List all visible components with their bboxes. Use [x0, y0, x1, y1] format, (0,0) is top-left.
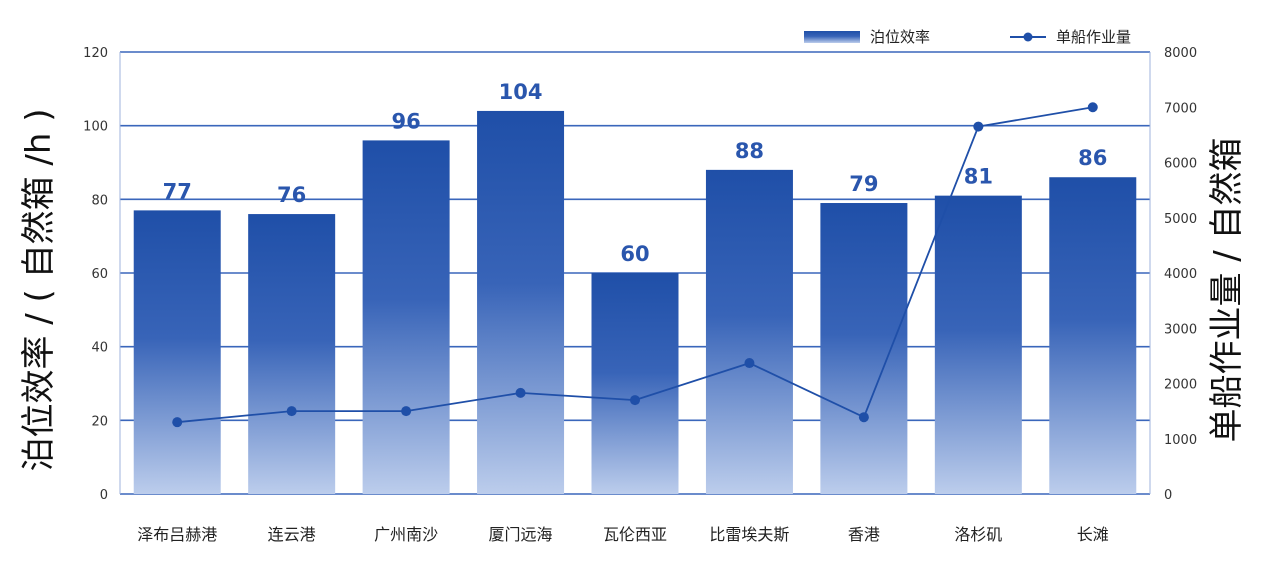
line-point	[286, 406, 297, 417]
bar-series	[133, 110, 1137, 495]
left-tick-label: 120	[83, 46, 108, 61]
left-tick-label: 40	[91, 341, 108, 356]
right-tick-label: 7000	[1164, 101, 1197, 116]
left-axis-label: 泊位效率 / ( 自然箱 /h )	[19, 108, 59, 471]
category-label: 广州南沙	[374, 525, 438, 544]
legend: 泊位效率 单船作业量	[804, 28, 1131, 46]
right-axis-ticks: 0 1000 2000 3000 4000 5000 6000 7000 8000	[1164, 46, 1197, 503]
right-tick-label: 6000	[1164, 157, 1197, 172]
data-label: 88	[735, 139, 764, 163]
category-label: 比雷埃夫斯	[709, 525, 789, 544]
category-label: 厦门远海	[489, 525, 553, 544]
line-point	[973, 121, 984, 132]
right-tick-label: 2000	[1164, 378, 1197, 393]
left-tick-label: 100	[83, 120, 108, 135]
bar	[133, 210, 221, 494]
line-point	[1087, 102, 1098, 113]
right-tick-label: 3000	[1164, 322, 1197, 337]
bar	[248, 214, 336, 495]
right-tick-label: 0	[1164, 488, 1172, 503]
left-tick-label: 20	[91, 414, 108, 429]
right-tick-label: 4000	[1164, 267, 1197, 282]
right-tick-label: 1000	[1164, 433, 1197, 448]
data-label: 96	[391, 109, 420, 133]
bar	[705, 169, 793, 494]
category-label: 泽布吕赫港	[137, 525, 217, 544]
category-label: 瓦伦西亚	[603, 525, 667, 544]
data-label: 79	[849, 172, 878, 196]
bar	[934, 195, 1022, 494]
line-point	[858, 412, 869, 423]
bar	[362, 140, 450, 494]
right-tick-label: 5000	[1164, 212, 1197, 227]
data-labels: 77 76 96 104 60 88 79 81 86	[163, 80, 1108, 266]
left-tick-label: 60	[91, 267, 108, 282]
category-labels: 泽布吕赫港 连云港 广州南沙 厦门远海 瓦伦西亚 比雷埃夫斯 香港 洛杉矶 长滩	[137, 525, 1109, 544]
data-label: 104	[499, 80, 543, 104]
legend-bar-label: 泊位效率	[870, 28, 930, 46]
bar	[591, 273, 679, 494]
line-point	[630, 395, 640, 406]
category-label: 连云港	[268, 525, 316, 544]
left-tick-label: 80	[91, 193, 108, 208]
data-label: 81	[964, 165, 993, 189]
legend-line-label: 单船作业量	[1056, 28, 1131, 46]
line-point	[172, 417, 183, 428]
right-axis-label: 单船作业量 / 自然箱	[1207, 137, 1247, 442]
data-label: 60	[620, 242, 649, 266]
bar	[820, 203, 908, 494]
category-label: 长滩	[1077, 525, 1109, 544]
legend-bar-swatch	[804, 31, 860, 43]
data-label: 86	[1078, 146, 1107, 170]
line-point	[515, 387, 526, 398]
bar	[1049, 177, 1137, 494]
right-tick-label: 8000	[1164, 46, 1197, 61]
data-label: 77	[163, 179, 192, 203]
left-axis-ticks: 0 20 40 60 80 100 120	[83, 46, 108, 503]
legend-line-marker	[1023, 32, 1033, 42]
left-tick-label: 0	[100, 488, 108, 503]
bar	[477, 110, 565, 494]
category-label: 洛杉矶	[954, 525, 1002, 544]
data-label: 76	[277, 183, 306, 207]
category-label: 香港	[848, 525, 880, 544]
line-point	[401, 406, 412, 417]
line-series	[172, 102, 1098, 428]
line-point	[744, 358, 755, 369]
